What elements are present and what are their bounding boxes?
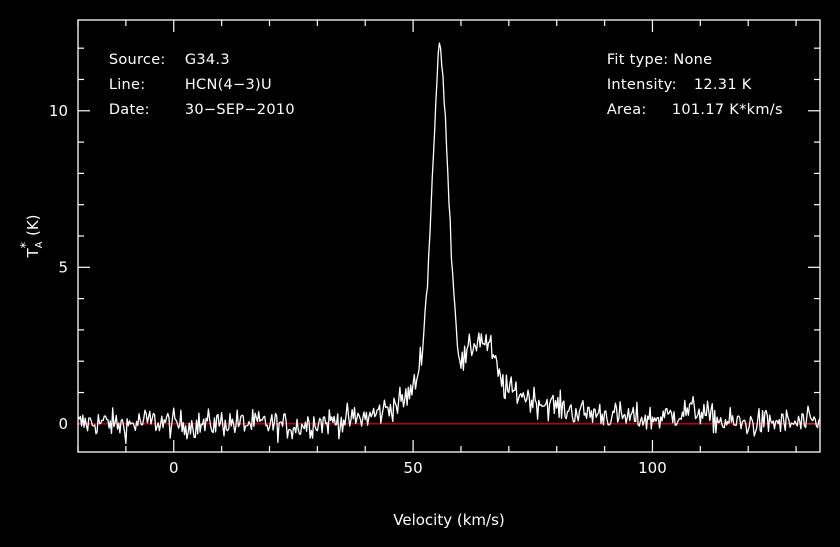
y-axis-label-unit: (K) [24, 214, 42, 236]
y-tick-label: 0 [58, 415, 68, 433]
y-axis-label-sup: * [19, 242, 34, 249]
info-line-label: Line: [108, 77, 146, 93]
info-date: Date: 30−SEP−2010 [99, 86, 295, 118]
info-area: Area: 101.17 K*km/s [597, 86, 783, 118]
info-fit-type: Fit type: None [597, 36, 712, 68]
info-area-label: Area: [606, 102, 647, 118]
info-source: Source: G34.3 [99, 36, 230, 68]
info-fit-type-label: Fit type: [606, 52, 669, 68]
info-source-label: Source: [108, 52, 166, 68]
info-intensity: Intensity: 12.31 K [597, 61, 752, 93]
x-tick-label: 50 [404, 459, 423, 477]
svg-text:TA*(K): TA* (K) [19, 214, 45, 258]
y-tick-label: 5 [58, 258, 68, 276]
info-line-value: HCN(4−3)U [184, 77, 272, 93]
info-fit-type-value: None [673, 52, 713, 68]
info-area-value: 101.17 K*km/s [671, 102, 783, 118]
info-intensity-label: Intensity: [606, 77, 677, 93]
info-line: Line: HCN(4−3)U [99, 61, 272, 93]
x-tick-label: 0 [169, 459, 179, 477]
x-axis-label: Velocity (km/s) [393, 511, 504, 529]
tick-labels: 0 50 100 0 5 10 [49, 102, 667, 477]
info-date-value: 30−SEP−2010 [184, 102, 295, 118]
info-date-label: Date: [108, 102, 150, 118]
plot-frame [77, 19, 821, 453]
x-tick-label: 100 [638, 459, 667, 477]
axis-ticks [77, 20, 820, 452]
y-axis-label-main: T [24, 248, 42, 259]
info-intensity-value: 12.31 K [693, 77, 752, 93]
spectrum-line [77, 42, 821, 445]
y-tick-label: 10 [49, 102, 68, 120]
info-source-value: G34.3 [184, 52, 230, 68]
y-axis-label: TA* (K) [19, 214, 45, 258]
y-axis-label-sub: A [34, 241, 45, 248]
